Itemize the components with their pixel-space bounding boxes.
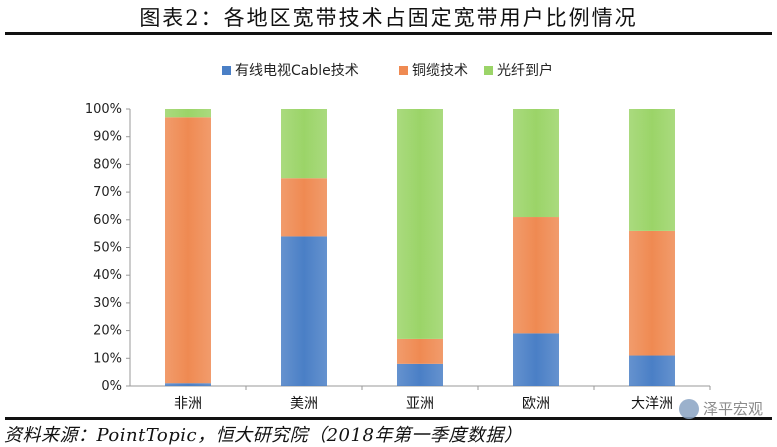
bar-segment	[629, 230, 675, 356]
x-category-label: 美洲	[290, 396, 318, 412]
legend-swatch	[484, 66, 493, 75]
y-tick-label: 10%	[93, 351, 122, 366]
legend-label: 铜缆技术	[412, 63, 468, 79]
y-tick-label: 100%	[85, 102, 122, 117]
bar-segment	[281, 109, 327, 179]
bar-segment	[165, 383, 211, 386]
y-tick-label: 30%	[93, 296, 122, 311]
y-tick-label: 80%	[93, 157, 122, 172]
bar-segment	[165, 109, 211, 118]
x-category-label: 亚洲	[406, 396, 434, 412]
bar-segment	[281, 178, 327, 237]
source-note: 资料来源：PointTopic，恒大研究院（2018年第一季度数据）	[4, 425, 523, 446]
bar-segment	[629, 109, 675, 231]
watermark-text: 泽平宏观	[702, 400, 763, 418]
bar-segment	[513, 217, 559, 334]
stacked-bar-chart: 0% 10% 20% 30% 40% 50% 60% 70% 80% 90% 100% 非洲 美洲 亚洲 欧…	[85, 62, 711, 412]
footer-divider	[5, 417, 772, 420]
chart-title: 图表2：各地区宽带技术占固定宽带用户比例情况	[139, 6, 638, 30]
legend-label: 有线电视Cable技术	[235, 63, 359, 79]
x-category-label: 非洲	[174, 396, 202, 412]
y-tick-label: 90%	[93, 130, 122, 145]
bar-segment	[165, 117, 211, 384]
bar-segment	[281, 236, 327, 386]
y-tick-label: 60%	[93, 213, 122, 228]
y-tick-label: 0%	[101, 379, 122, 394]
y-tick-label: 50%	[93, 241, 122, 256]
bar-segment	[629, 355, 675, 386]
bar-segment	[513, 333, 559, 386]
y-tick-label: 70%	[93, 185, 122, 200]
legend-swatch	[399, 66, 408, 75]
bar-segment	[397, 338, 443, 364]
watermark: 泽平宏观	[678, 398, 763, 419]
y-tick-label: 20%	[93, 324, 122, 339]
watermark-logo-icon	[678, 398, 699, 419]
bar-segment	[513, 109, 559, 218]
bar-segment	[397, 363, 443, 386]
x-category-label: 欧洲	[522, 396, 550, 412]
legend-swatch	[222, 66, 231, 75]
x-category-label: 大洋洲	[631, 396, 673, 412]
y-tick-label: 40%	[93, 268, 122, 283]
bar-segment	[397, 109, 443, 339]
title-divider	[5, 32, 772, 35]
legend-label: 光纤到户	[497, 62, 553, 79]
